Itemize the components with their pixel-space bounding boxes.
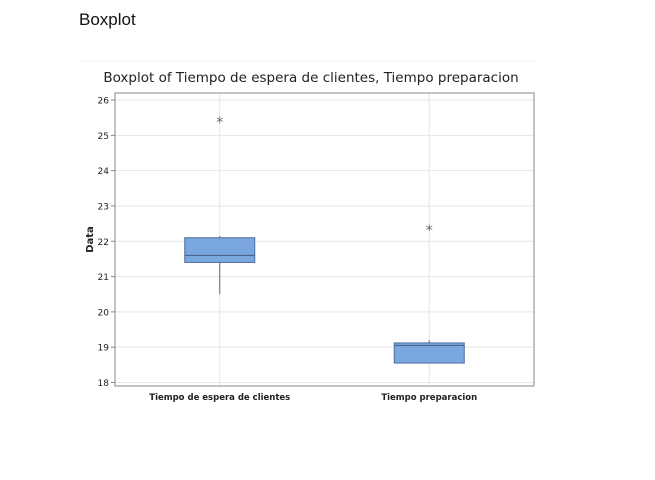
y-tick-label: 22 (98, 238, 109, 248)
y-tick-label: 24 (98, 167, 110, 177)
y-tick-label: 21 (98, 273, 109, 283)
box-layer: ** (184, 115, 465, 364)
y-axis-label: Data (85, 226, 96, 253)
box-iqr (393, 342, 465, 364)
x-axis: Tiempo de espera de clientes Tiempo prepa… (149, 393, 477, 403)
plot-frame (114, 92, 535, 387)
grid-layer (115, 93, 534, 386)
chart-title: Boxplot of Tiempo de espera de clientes,… (103, 70, 518, 86)
y-tick-label: 23 (98, 202, 109, 212)
box-iqr (184, 237, 256, 263)
page-heading: Boxplot (79, 10, 136, 29)
y-tick-label: 25 (98, 132, 109, 142)
y-tick-label: 19 (98, 344, 110, 354)
y-tick-label: 18 (98, 379, 110, 389)
y-tick-label: 20 (98, 308, 110, 318)
x-category-label: Tiempo preparacion (381, 393, 477, 403)
outlier-marker: * (216, 115, 223, 131)
y-tick-label: 26 (98, 97, 110, 107)
y-axis: 18 19 20 21 22 23 24 25 26 (98, 97, 115, 389)
x-category-label: Tiempo de espera de clientes (149, 393, 290, 403)
outlier-marker: * (426, 223, 433, 239)
